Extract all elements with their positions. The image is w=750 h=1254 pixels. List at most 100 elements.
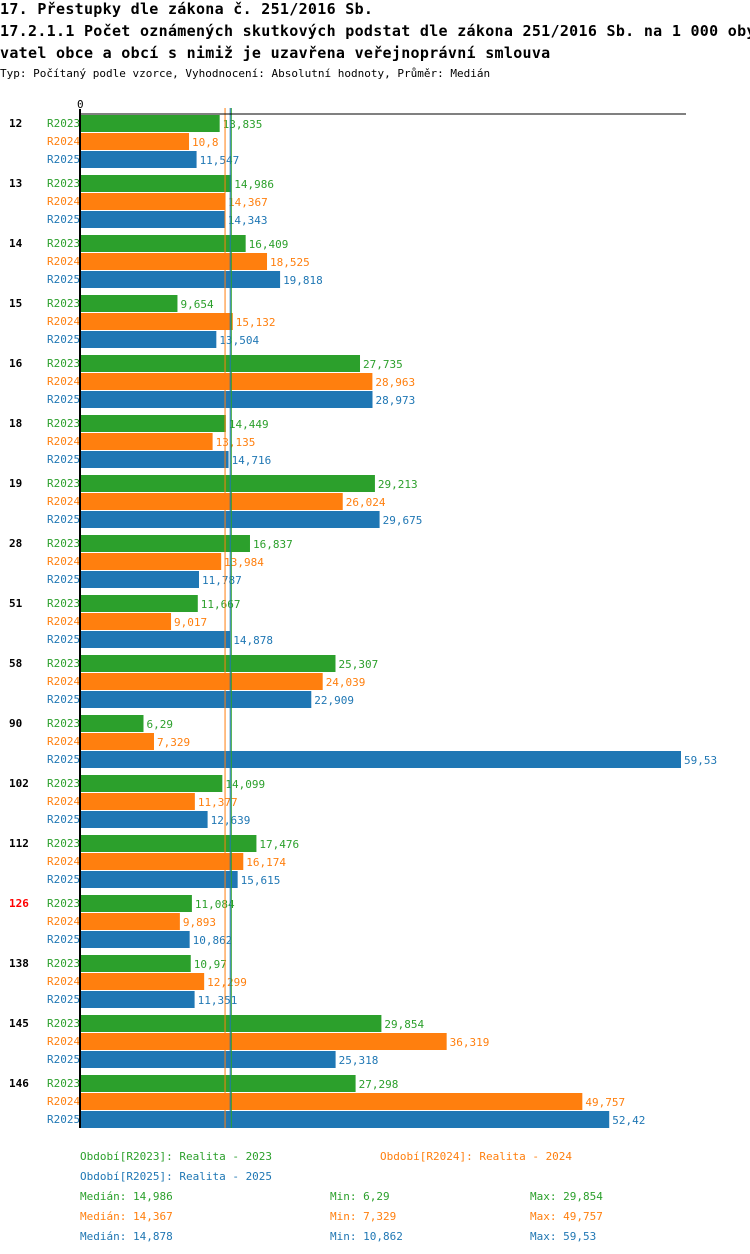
category-label: 145 xyxy=(9,1017,29,1030)
data-label: 16,409 xyxy=(249,238,289,251)
chart-title-line1: 17.2.1.1 Počet oznámených skutkových pod… xyxy=(0,22,750,40)
data-label: 28,963 xyxy=(375,376,415,389)
series-label: R2025 xyxy=(47,573,80,586)
data-label: 11,787 xyxy=(202,574,242,587)
bar xyxy=(80,151,197,168)
series-label: R2025 xyxy=(47,153,80,166)
bar-chart: 0 12 R2023 13,835 R2024 10,8 R2025 11,547 13 R202… xyxy=(9,98,717,1128)
data-label: 29,854 xyxy=(384,1018,424,1031)
series-label: R2025 xyxy=(47,993,80,1006)
series-label: R2025 xyxy=(47,213,80,226)
data-label: 27,735 xyxy=(363,358,403,371)
bar xyxy=(80,991,195,1008)
series-label: R2023 xyxy=(47,1077,80,1090)
bar xyxy=(80,475,375,492)
max-r2024: Max: 49,757 xyxy=(530,1210,603,1223)
bar xyxy=(80,553,222,570)
data-label: 13,504 xyxy=(219,334,259,347)
bar xyxy=(80,193,226,210)
category-label: 102 xyxy=(9,777,29,790)
bar xyxy=(80,631,231,648)
data-label: 24,039 xyxy=(326,676,366,689)
series-label: R2024 xyxy=(47,375,80,388)
data-label: 11,377 xyxy=(198,796,238,809)
bar xyxy=(80,331,217,348)
bar xyxy=(80,271,281,288)
median-r2025: Medián: 14,878 xyxy=(80,1230,173,1243)
data-label: 29,675 xyxy=(383,514,423,527)
bar xyxy=(80,235,246,252)
series-label: R2024 xyxy=(47,795,80,808)
category-label: 12 xyxy=(9,117,22,130)
data-label: 11,351 xyxy=(198,994,238,1007)
bar xyxy=(80,1033,447,1050)
series-label: R2023 xyxy=(47,897,80,910)
max-r2023: Max: 29,854 xyxy=(530,1190,603,1203)
bar xyxy=(80,835,257,852)
data-label: 14,449 xyxy=(229,418,269,431)
data-label: 10,862 xyxy=(193,934,233,947)
data-label: 9,893 xyxy=(183,916,216,929)
series-label: R2023 xyxy=(47,717,80,730)
bar xyxy=(80,133,190,150)
min-r2023: Min: 6,29 xyxy=(330,1190,390,1203)
series-label: R2024 xyxy=(47,495,80,508)
series-label: R2024 xyxy=(47,555,80,568)
series-label: R2024 xyxy=(47,435,80,448)
bar xyxy=(80,613,172,630)
series-label: R2024 xyxy=(47,915,80,928)
bar xyxy=(80,655,336,672)
series-label: R2025 xyxy=(47,753,80,766)
bar xyxy=(80,973,205,990)
bar xyxy=(80,871,238,888)
series-label: R2025 xyxy=(47,633,80,646)
category-label: 16 xyxy=(9,357,23,370)
bar xyxy=(80,913,180,930)
series-label: R2023 xyxy=(47,837,80,850)
min-r2024: Min: 7,329 xyxy=(330,1210,397,1223)
data-label: 7,329 xyxy=(157,736,190,749)
data-label: 11,084 xyxy=(195,898,235,911)
bar xyxy=(80,295,178,312)
series-label: R2025 xyxy=(47,873,80,886)
chart-title-line2: vatel obce a obcí s nimiž je uzavřena ve… xyxy=(0,44,551,62)
category-label: 19 xyxy=(9,477,22,490)
series-label: R2023 xyxy=(47,777,80,790)
series-label: R2023 xyxy=(47,237,80,250)
data-label: 27,298 xyxy=(359,1078,399,1091)
category-label: 58 xyxy=(9,657,22,670)
bar xyxy=(80,253,268,270)
bar xyxy=(80,595,198,612)
data-label: 14,343 xyxy=(228,214,268,227)
data-label: 25,318 xyxy=(339,1054,379,1067)
bar xyxy=(80,571,199,588)
series-label: R2024 xyxy=(47,135,80,148)
data-label: 14,367 xyxy=(228,196,268,209)
series-label: R2025 xyxy=(47,1113,80,1126)
series-label: R2024 xyxy=(47,1035,80,1048)
series-label: R2024 xyxy=(47,255,80,268)
series-label: R2023 xyxy=(47,117,80,130)
category-label: 126 xyxy=(9,897,29,910)
bar xyxy=(80,451,229,468)
category-label: 18 xyxy=(9,417,22,430)
series-label: R2024 xyxy=(47,855,80,868)
data-label: 10,97 xyxy=(194,958,227,971)
series-label: R2024 xyxy=(47,615,80,628)
data-label: 9,017 xyxy=(174,616,207,629)
bar xyxy=(80,535,250,552)
data-label: 26,024 xyxy=(346,496,386,509)
series-label: R2025 xyxy=(47,693,80,706)
data-label: 14,099 xyxy=(225,778,265,791)
bar xyxy=(80,355,361,372)
data-label: 19,818 xyxy=(283,274,323,287)
bar xyxy=(80,931,190,948)
category-label: 112 xyxy=(9,837,29,850)
bar xyxy=(80,373,373,390)
bar xyxy=(80,493,343,510)
bar xyxy=(80,115,220,132)
series-label: R2025 xyxy=(47,273,80,286)
series-label: R2023 xyxy=(47,477,80,490)
series-label: R2024 xyxy=(47,315,80,328)
bar xyxy=(80,1075,356,1092)
